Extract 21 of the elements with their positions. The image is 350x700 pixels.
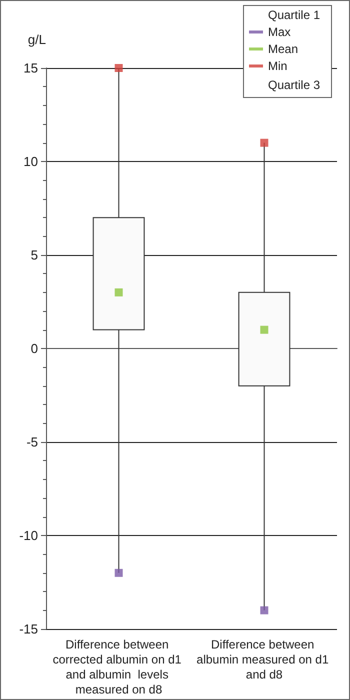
annotation: Quartile 3 (268, 78, 320, 92)
y-tick-label: 0 (30, 341, 38, 356)
point (114, 288, 123, 296)
point (260, 138, 268, 147)
y-tick-label: 15 (24, 60, 38, 76)
x-tick-label: Difference between corrected albumin on d1 and albumin levels measured on d8 (52, 638, 185, 696)
legend-label: Max (268, 25, 291, 39)
y-tick-label: -15 (19, 622, 38, 636)
legend-label: Min (268, 59, 288, 73)
point (260, 326, 268, 334)
y-tick-label: -10 (19, 528, 38, 543)
y-axis-title: g/L (28, 32, 46, 47)
y-tick-label: 5 (30, 248, 38, 262)
point (114, 64, 123, 72)
point (260, 606, 268, 614)
x-tick-label: Difference between albumin measured on d1 and d8 (196, 638, 332, 682)
point (114, 568, 123, 577)
text: Quartile 1 (268, 8, 320, 22)
y-tick-label: -5 (26, 434, 38, 450)
y-tick-label: 10 (24, 154, 38, 169)
legend-label: Mean (268, 42, 298, 56)
